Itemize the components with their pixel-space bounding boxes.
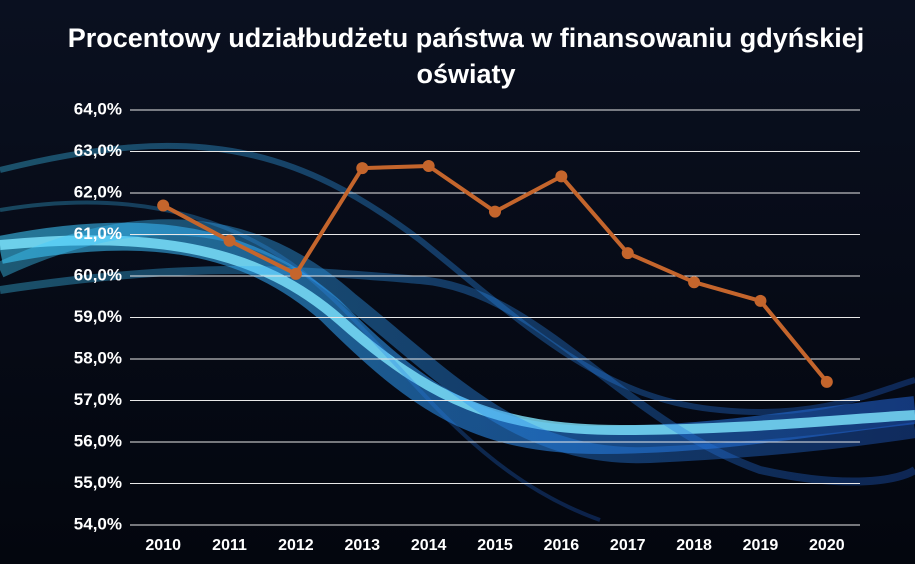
x-tick-label: 2011: [212, 537, 247, 554]
marker: [754, 295, 766, 307]
chart: Procentowy udziałbudżetu państwa w finan…: [0, 0, 915, 564]
marker: [224, 235, 236, 247]
x-tick-label: 2017: [610, 537, 646, 554]
y-tick-label: 56,0%: [74, 431, 122, 450]
y-tick-label: 55,0%: [74, 473, 122, 492]
x-tick-label: 2016: [544, 537, 580, 554]
x-tick-label: 2010: [145, 537, 181, 554]
y-tick-label: 59,0%: [74, 307, 122, 326]
x-tick-label: 2018: [676, 537, 712, 554]
y-tick-label: 54,0%: [74, 514, 122, 533]
y-tick-label: 57,0%: [74, 390, 122, 409]
marker: [622, 247, 634, 259]
y-tick-label: 63,0%: [74, 141, 122, 160]
marker: [489, 206, 501, 218]
marker: [423, 160, 435, 172]
x-tick-label: 2012: [278, 537, 314, 554]
marker: [356, 162, 368, 174]
y-tick-label: 60,0%: [74, 265, 122, 284]
marker: [688, 276, 700, 288]
x-tick-label: 2020: [809, 537, 845, 554]
x-tick-label: 2014: [411, 537, 447, 554]
y-tick-label: 61,0%: [74, 224, 122, 243]
x-tick-label: 2013: [344, 537, 380, 554]
chart-title: Procentowy udziałbudżetu państwa w finan…: [68, 23, 865, 53]
chart-subtitle: oświaty: [416, 59, 515, 89]
marker: [821, 376, 833, 388]
y-tick-label: 64,0%: [74, 99, 122, 118]
y-tick-label: 58,0%: [74, 348, 122, 367]
marker: [157, 199, 169, 211]
marker: [555, 170, 567, 182]
x-tick-label: 2015: [477, 537, 513, 554]
marker: [290, 268, 302, 280]
y-tick-label: 62,0%: [74, 182, 122, 201]
x-tick-label: 2019: [743, 537, 779, 554]
